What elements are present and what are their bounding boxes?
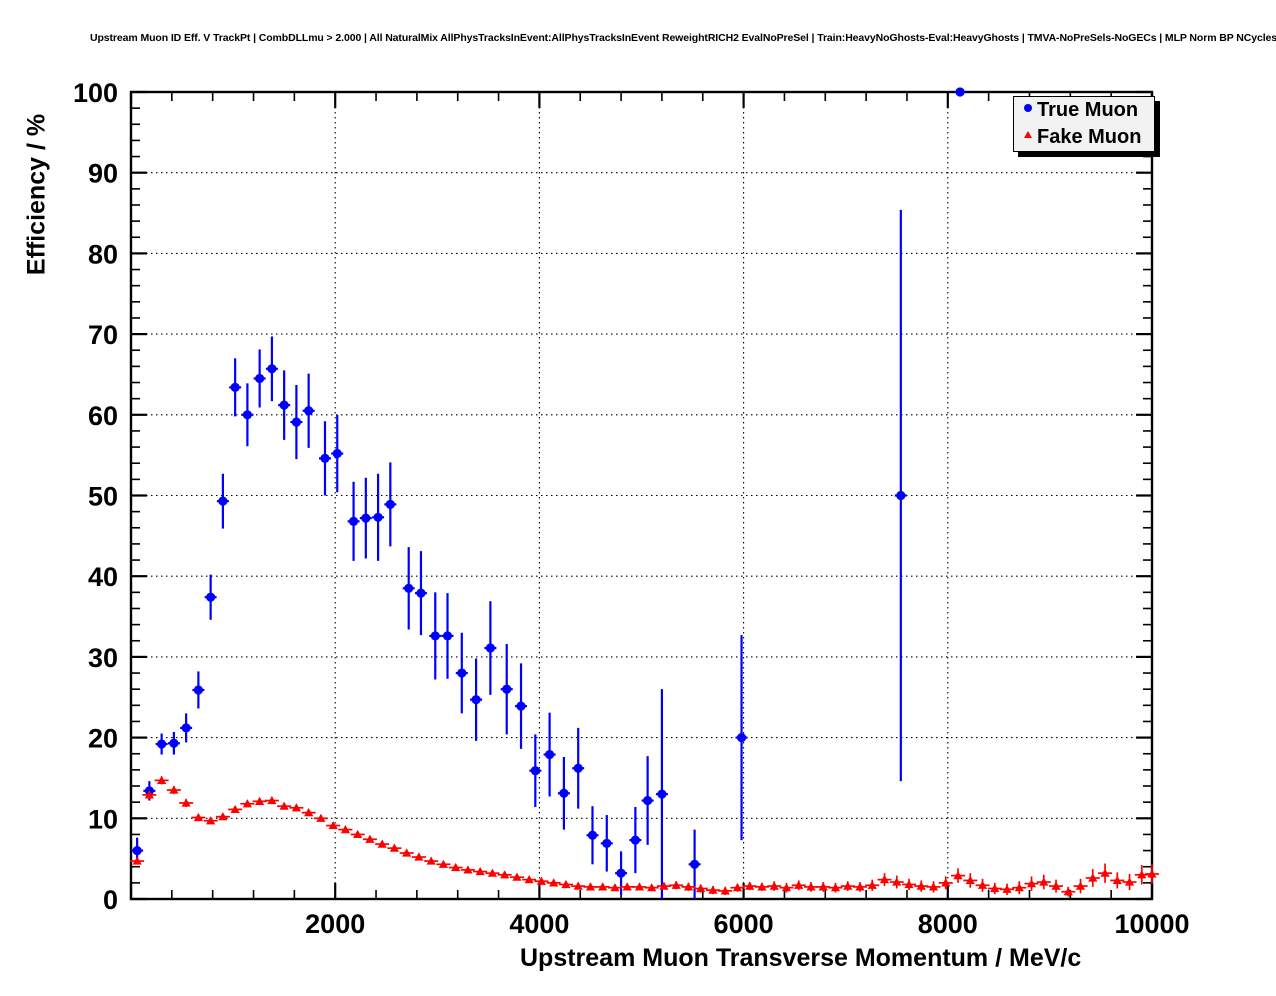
legend-label-true-muon: True Muon (1037, 99, 1139, 121)
svg-text:4000: 4000 (509, 909, 569, 939)
svg-text:10000: 10000 (1114, 909, 1189, 939)
legend-entry-fake-muon: Fake Muon (1014, 124, 1154, 151)
svg-text:6000: 6000 (714, 909, 774, 939)
svg-text:0: 0 (103, 885, 118, 915)
data-series-layer (130, 87, 1159, 899)
svg-text:10: 10 (88, 804, 118, 834)
legend: True Muon Fake Muon (1013, 96, 1155, 152)
svg-text:80: 80 (88, 239, 118, 269)
svg-text:50: 50 (88, 482, 118, 512)
svg-text:70: 70 (88, 320, 118, 350)
axis-ticks (129, 90, 1154, 901)
legend-entry-true-muon: True Muon (1014, 97, 1154, 124)
svg-text:60: 60 (88, 401, 118, 431)
grid-lines (131, 92, 1152, 899)
series-true-muon (131, 87, 967, 899)
x-axis-label: Upstream Muon Transverse Momentum / MeV/… (520, 944, 1082, 972)
legend-label-fake-muon: Fake Muon (1037, 126, 1142, 148)
axis-tick-labels: 0 10 20 30 40 50 60 70 80 90 100 2000 4000 6000 8000 10… (73, 78, 1190, 939)
svg-text:30: 30 (88, 643, 118, 673)
svg-text:90: 90 (88, 159, 118, 189)
svg-text:20: 20 (88, 724, 118, 754)
svg-text:2000: 2000 (305, 909, 365, 939)
fake-muon-marker-icon (1019, 128, 1037, 147)
plot-title: Upstream Muon ID Eff. V TrackPt | CombDL… (90, 32, 1276, 44)
svg-text:100: 100 (73, 78, 118, 108)
svg-text:8000: 8000 (918, 909, 978, 939)
series-fake-muon (130, 775, 1159, 897)
svg-text:40: 40 (88, 562, 118, 592)
true-muon-marker-icon (1019, 101, 1037, 120)
